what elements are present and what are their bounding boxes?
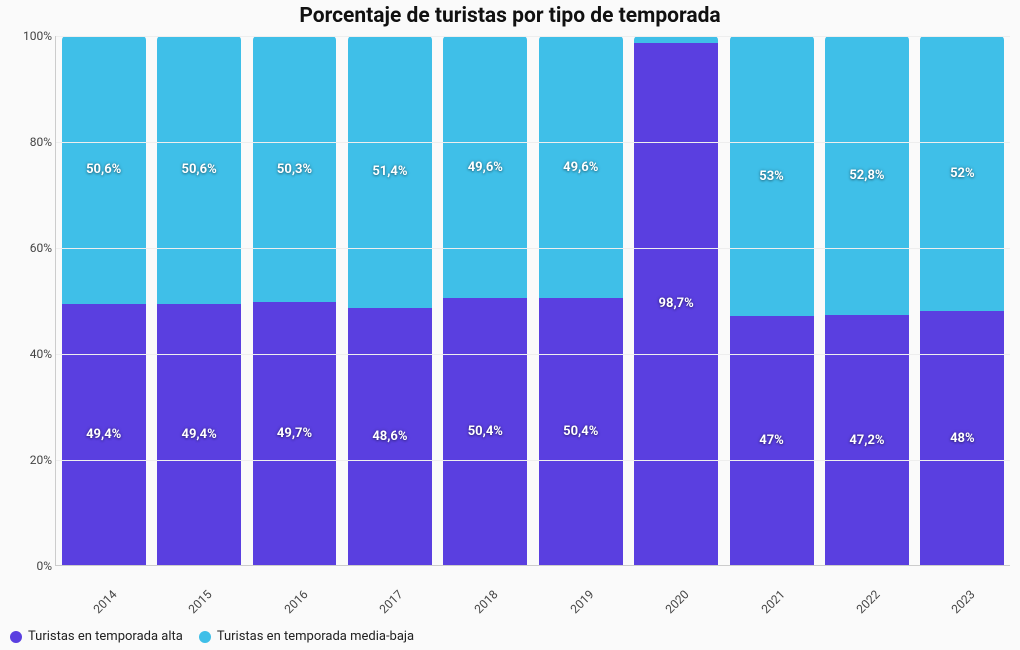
bar-value-label: 50,4%	[468, 424, 503, 439]
gridline	[56, 460, 1010, 461]
bar-slot: 98,7%2020	[628, 36, 723, 565]
x-tick-label: 2023	[949, 587, 978, 616]
bar-segment-media_baja: 52%	[920, 36, 1004, 311]
bar-slot: 50,4%49,6%2018	[438, 36, 533, 565]
bars-group: 49,4%50,6%201449,4%50,6%201549,7%50,3%20…	[56, 36, 1010, 565]
bar-value-label: 49,4%	[86, 427, 121, 442]
bar-value-label: 50,6%	[86, 162, 121, 177]
legend: Turistas en temporada alta Turistas en t…	[10, 629, 414, 644]
bar: 48,6% 51,4%	[348, 36, 432, 565]
bar-slot: 50,4%49,6%2019	[533, 36, 628, 565]
legend-item-alta: Turistas en temporada alta	[10, 629, 183, 644]
plot-area: 49,4%50,6%201449,4%50,6%201549,7%50,3%20…	[55, 36, 1010, 566]
chart-container: Porcentaje de turistas por tipo de tempo…	[0, 0, 1020, 650]
bar-segment-alta: 48%	[920, 311, 1004, 565]
bar-segment-alta: 50,4%	[539, 298, 623, 565]
bar-slot: 49,4%50,6%2015	[151, 36, 246, 565]
gridline	[56, 248, 1010, 249]
bar: 48% 52%	[920, 36, 1004, 565]
bar-value-label: 49,6%	[468, 160, 503, 175]
bar-segment-alta: 48,6%	[348, 308, 432, 565]
y-tick-label: 20%	[0, 453, 52, 467]
bar-value-label: 47%	[759, 433, 784, 448]
bar-slot: 48%52%2023	[915, 36, 1010, 565]
y-tick-label: 60%	[0, 241, 52, 255]
x-tick-label: 2022	[854, 587, 883, 616]
bar-value-label: 50,6%	[182, 162, 217, 177]
bar-value-label: 48%	[950, 431, 975, 446]
x-tick-label: 2015	[186, 587, 215, 616]
bar-segment-media_baja: 49,6%	[443, 36, 527, 298]
bar-value-label: 49,6%	[563, 160, 598, 175]
x-tick-label: 2018	[472, 587, 501, 616]
y-tick-label: 40%	[0, 347, 52, 361]
bar-value-label: 48,6%	[372, 429, 407, 444]
bar: 98,7%	[634, 36, 718, 565]
bar: 49,4% 50,6%	[62, 36, 146, 565]
bar: 49,7% 50,3%	[253, 36, 337, 565]
bar-segment-alta: 49,4%	[157, 304, 241, 565]
bar-slot: 49,7%50,3%2016	[247, 36, 342, 565]
x-tick-label: 2017	[377, 587, 406, 616]
bar-segment-media_baja: 52,8%	[825, 36, 909, 315]
bar-slot: 47,2%52,8%2022	[819, 36, 914, 565]
bar-value-label: 52%	[950, 166, 975, 181]
x-tick-label: 2020	[663, 587, 692, 616]
bar-segment-media_baja: 50,3%	[253, 36, 337, 302]
bar: 50,4% 49,6%	[443, 36, 527, 565]
bar-slot: 47%53%2021	[724, 36, 819, 565]
y-tick-label: 80%	[0, 135, 52, 149]
bar-segment-alta: 47,2%	[825, 315, 909, 565]
y-tick-label: 0%	[0, 559, 52, 573]
chart-title: Porcentaje de turistas por tipo de tempo…	[0, 4, 1020, 28]
x-tick-label: 2019	[567, 587, 596, 616]
legend-label: Turistas en temporada media-baja	[217, 629, 414, 644]
legend-item-media-baja: Turistas en temporada media-baja	[199, 629, 414, 644]
bar-value-label: 50,3%	[277, 162, 312, 177]
bar-segment-media_baja: 50,6%	[157, 36, 241, 304]
bar-value-label: 51,4%	[372, 164, 407, 179]
bar-segment-media_baja: 49,6%	[539, 36, 623, 298]
bar-value-label: 53%	[759, 169, 784, 184]
bar-value-label: 49,4%	[182, 427, 217, 442]
bar-segment-media_baja: 50,6%	[62, 36, 146, 304]
bar-segment-media_baja	[634, 36, 718, 43]
bar-segment-alta: 50,4%	[443, 298, 527, 565]
bar-segment-alta: 49,7%	[253, 302, 337, 565]
y-tick-label: 100%	[0, 29, 52, 43]
bar-value-label: 47,2%	[849, 433, 884, 448]
x-tick-label: 2021	[758, 587, 787, 616]
gridline	[56, 36, 1010, 37]
bar-segment-media_baja: 53%	[730, 36, 814, 316]
bar-value-label: 52,8%	[849, 168, 884, 183]
gridline	[56, 354, 1010, 355]
legend-label: Turistas en temporada alta	[28, 629, 183, 644]
legend-swatch-icon	[10, 631, 22, 643]
bar: 47,2% 52,8%	[825, 36, 909, 565]
bar-segment-alta: 98,7%	[634, 43, 718, 565]
bar-segment-media_baja: 51,4%	[348, 36, 432, 308]
x-tick-label: 2016	[281, 587, 310, 616]
bar-value-label: 49,7%	[277, 426, 312, 441]
bar-segment-alta: 49,4%	[62, 304, 146, 565]
bar-value-label: 98,7%	[659, 296, 694, 311]
bar: 47% 53%	[730, 36, 814, 565]
gridline	[56, 142, 1010, 143]
legend-swatch-icon	[199, 631, 211, 643]
x-tick-label: 2014	[90, 587, 119, 616]
bar-value-label: 50,4%	[563, 424, 598, 439]
bar-slot: 48,6%51,4%2017	[342, 36, 437, 565]
bar: 50,4% 49,6%	[539, 36, 623, 565]
bar-slot: 49,4%50,6%2014	[56, 36, 151, 565]
bar: 49,4% 50,6%	[157, 36, 241, 565]
